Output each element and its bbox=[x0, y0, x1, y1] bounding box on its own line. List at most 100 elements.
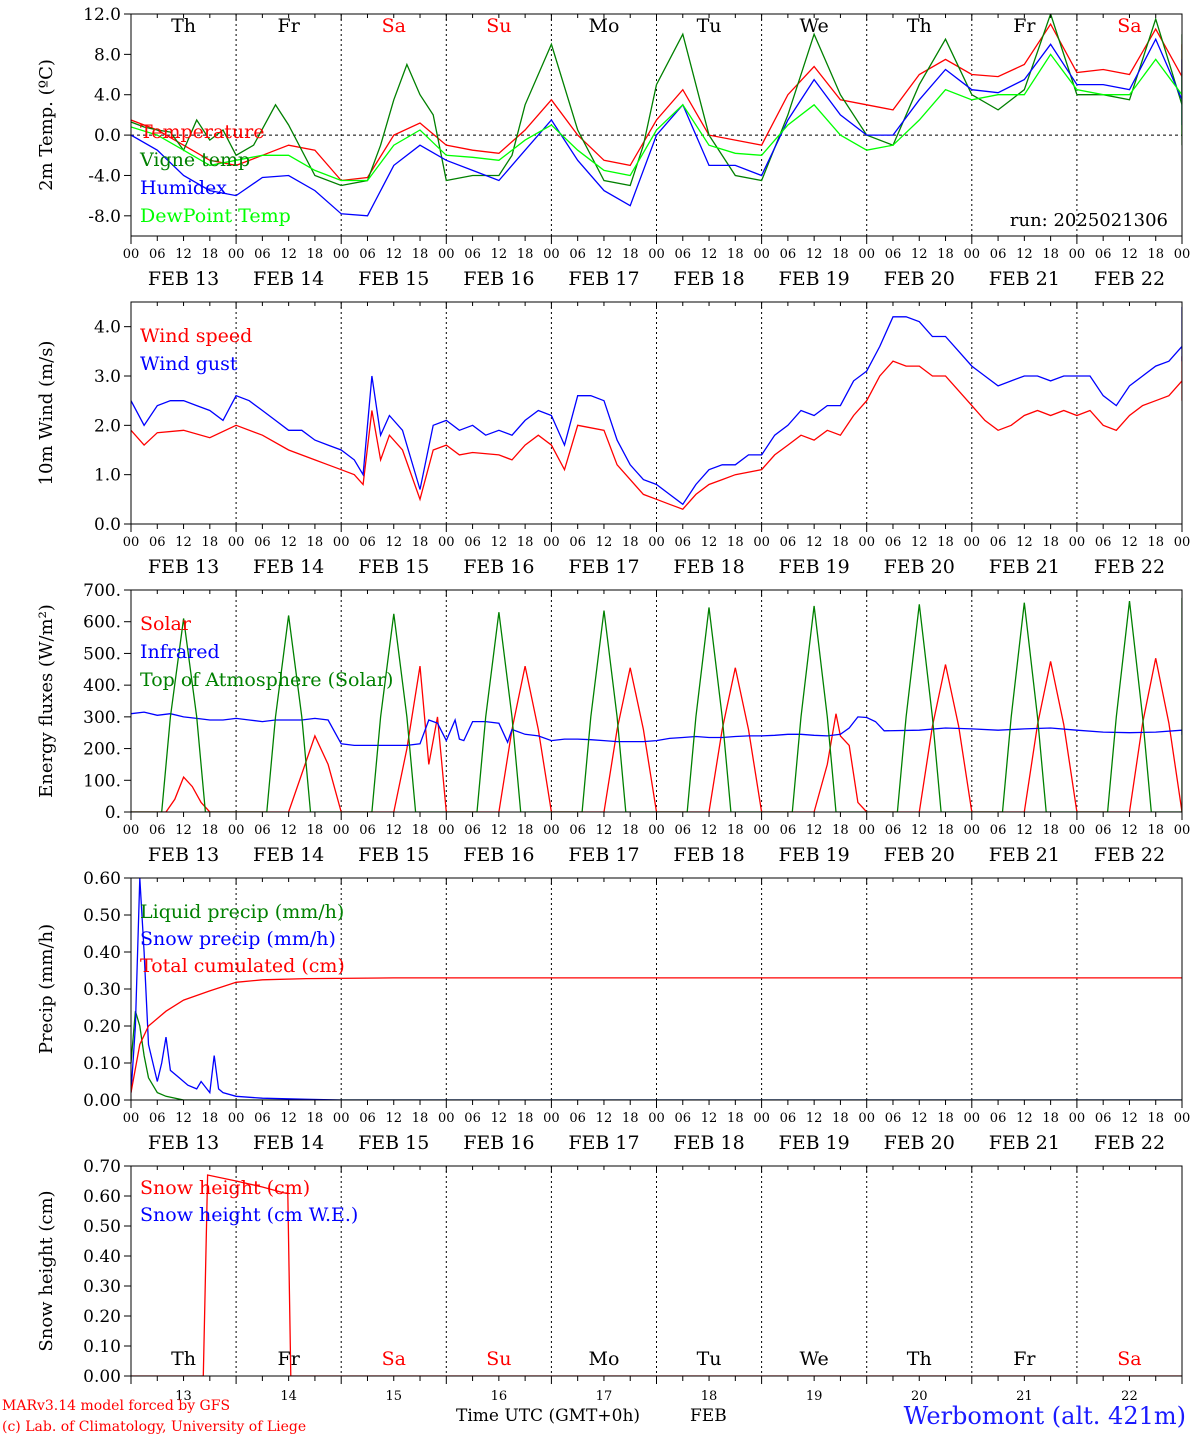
hour-tick-label: 12 bbox=[280, 823, 297, 838]
hour-tick-label: 00 bbox=[543, 823, 560, 838]
hour-tick-label: 06 bbox=[359, 823, 376, 838]
hour-tick-label: 06 bbox=[780, 247, 797, 262]
hour-tick-label: 18 bbox=[937, 1111, 954, 1126]
hour-tick-label: 12 bbox=[175, 247, 192, 262]
hour-tick-label: 12 bbox=[1016, 247, 1033, 262]
hour-tick-label: 06 bbox=[359, 1111, 376, 1126]
hour-tick-label: 12 bbox=[491, 247, 508, 262]
hour-tick-label: 00 bbox=[648, 535, 665, 550]
day-number-label: 19 bbox=[806, 1389, 823, 1404]
run-label: run: 2025021306 bbox=[1010, 210, 1168, 231]
y-tick-label: 0.0 bbox=[94, 126, 121, 146]
hour-tick-label: 12 bbox=[701, 247, 718, 262]
month-label: FEB bbox=[690, 1406, 727, 1426]
hour-tick-label: 12 bbox=[1121, 1111, 1138, 1126]
y-tick-label: 0.20 bbox=[83, 1017, 121, 1037]
legend-entry: Temperature bbox=[140, 121, 264, 143]
legend-entry: Snow precip (mm/h) bbox=[140, 928, 336, 950]
hour-tick-label: 12 bbox=[701, 535, 718, 550]
date-label: FEB 15 bbox=[358, 1132, 429, 1154]
hour-tick-label: 00 bbox=[1069, 535, 1086, 550]
hour-tick-label: 18 bbox=[937, 823, 954, 838]
y-tick-label: 0.40 bbox=[83, 1247, 121, 1267]
hour-tick-label: 18 bbox=[832, 535, 849, 550]
date-label: FEB 21 bbox=[989, 268, 1060, 290]
hour-tick-label: 00 bbox=[753, 1111, 770, 1126]
hour-tick-label: 12 bbox=[596, 247, 613, 262]
lab-credit: (c) Lab. of Climatology, University of L… bbox=[2, 1419, 307, 1435]
series-line-temperature bbox=[131, 22, 1182, 182]
hour-tick-label: 18 bbox=[1042, 247, 1059, 262]
hour-tick-label: 12 bbox=[175, 1111, 192, 1126]
hour-tick-label: 18 bbox=[1042, 823, 1059, 838]
hour-tick-label: 18 bbox=[1147, 535, 1164, 550]
date-label: FEB 22 bbox=[1094, 268, 1165, 290]
date-label: FEB 19 bbox=[779, 556, 850, 578]
weekday-label: Tu bbox=[697, 1348, 722, 1370]
hour-tick-label: 00 bbox=[438, 823, 455, 838]
hour-tick-label: 18 bbox=[517, 247, 534, 262]
hour-tick-label: 18 bbox=[202, 535, 219, 550]
y-axis-title: Precip (mm/h) bbox=[36, 924, 57, 1054]
hour-tick-label: 00 bbox=[1069, 823, 1086, 838]
day-number-label: 16 bbox=[491, 1389, 508, 1404]
hour-tick-label: 00 bbox=[1069, 247, 1086, 262]
hour-tick-label: 18 bbox=[622, 823, 639, 838]
hour-tick-label: 18 bbox=[937, 535, 954, 550]
weekday-label: Th bbox=[907, 15, 932, 37]
hour-tick-label: 00 bbox=[543, 1111, 560, 1126]
y-tick-label: 0.30 bbox=[83, 1277, 121, 1297]
date-label: FEB 14 bbox=[253, 1132, 324, 1154]
hour-tick-label: 12 bbox=[1016, 1111, 1033, 1126]
hour-tick-label: 18 bbox=[517, 823, 534, 838]
hour-tick-label: 18 bbox=[412, 535, 429, 550]
hour-tick-label: 06 bbox=[990, 247, 1007, 262]
weekday-label: Fr bbox=[278, 15, 301, 37]
hour-tick-label: 06 bbox=[254, 247, 271, 262]
y-tick-label: 0.0 bbox=[94, 515, 121, 535]
hour-tick-label: 00 bbox=[964, 535, 981, 550]
hour-tick-label: 06 bbox=[885, 823, 902, 838]
hour-tick-label: 12 bbox=[175, 823, 192, 838]
y-axis-title: Energy fluxes (W/m²) bbox=[36, 604, 57, 798]
y-tick-label: 12.0 bbox=[83, 5, 121, 25]
legend-entry: Solar bbox=[140, 613, 192, 635]
hour-tick-label: 06 bbox=[780, 823, 797, 838]
hour-tick-label: 00 bbox=[858, 823, 875, 838]
weekday-label: Th bbox=[171, 15, 196, 37]
hour-tick-label: 00 bbox=[438, 1111, 455, 1126]
date-label: FEB 20 bbox=[884, 556, 955, 578]
hour-tick-label: 00 bbox=[333, 1111, 350, 1126]
hour-tick-label: 12 bbox=[596, 1111, 613, 1126]
date-label: FEB 22 bbox=[1094, 844, 1165, 866]
hour-tick-label: 06 bbox=[464, 535, 481, 550]
date-label: FEB 18 bbox=[673, 556, 744, 578]
hour-tick-label: 06 bbox=[254, 823, 271, 838]
hour-tick-label: 12 bbox=[596, 535, 613, 550]
date-label: FEB 15 bbox=[358, 844, 429, 866]
weekday-label: Su bbox=[486, 1348, 511, 1370]
hour-tick-label: 12 bbox=[385, 823, 402, 838]
day-number-label: 18 bbox=[701, 1389, 718, 1404]
series-line-dewpoint-temp bbox=[131, 53, 1182, 182]
hour-tick-label: 00 bbox=[123, 247, 140, 262]
x-axis-title: Time UTC (GMT+0h) bbox=[456, 1406, 641, 1426]
y-tick-label: 1.0 bbox=[94, 466, 121, 486]
hour-tick-label: 12 bbox=[806, 1111, 823, 1126]
station-title: Werbomont (alt. 421m) bbox=[903, 1402, 1186, 1430]
hour-tick-label: 06 bbox=[1095, 823, 1112, 838]
hour-tick-label: 00 bbox=[1174, 535, 1191, 550]
panel-3: 0. 100. 200. 300. 400. 500. 600. 700. Energy flu… bbox=[36, 581, 1190, 866]
series-line-snow-height-cm bbox=[131, 1174, 1182, 1376]
series-line-humidex bbox=[131, 37, 1182, 217]
series-line-wind-gust bbox=[131, 306, 1182, 506]
date-label: FEB 20 bbox=[884, 844, 955, 866]
weekday-label: Sa bbox=[382, 15, 406, 37]
date-label: FEB 21 bbox=[989, 556, 1060, 578]
date-label: FEB 20 bbox=[884, 268, 955, 290]
hour-tick-label: 00 bbox=[543, 247, 560, 262]
model-credit: MARv3.14 model forced by GFS bbox=[2, 1398, 231, 1414]
hour-tick-label: 12 bbox=[911, 535, 928, 550]
hour-tick-label: 12 bbox=[1121, 535, 1138, 550]
hour-tick-label: 06 bbox=[990, 1111, 1007, 1126]
